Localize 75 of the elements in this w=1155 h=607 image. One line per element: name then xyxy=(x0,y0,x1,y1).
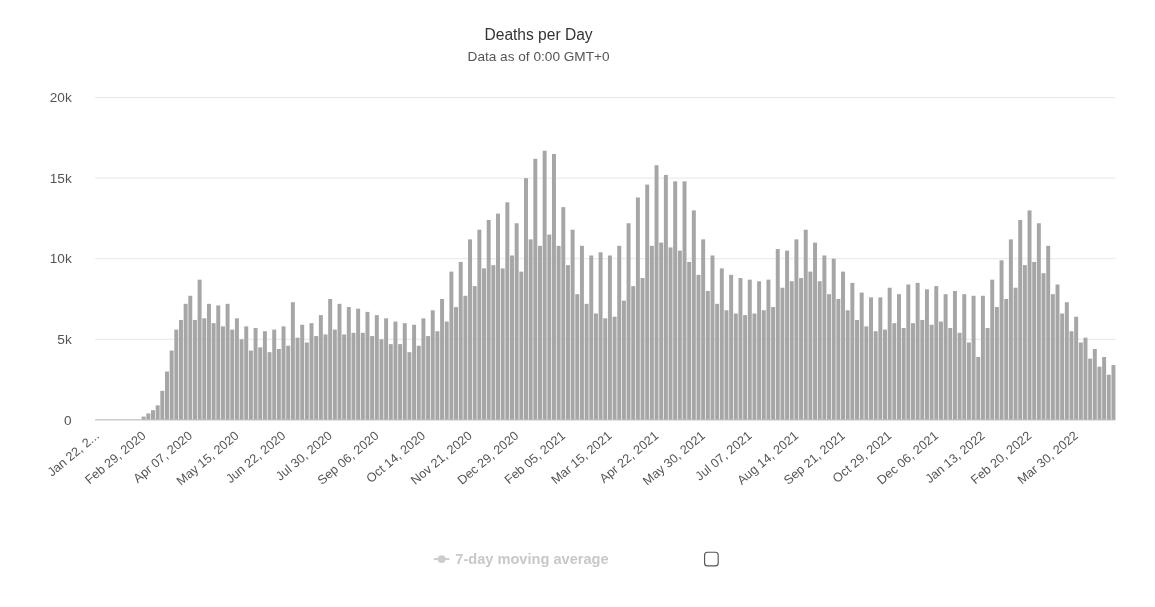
bar xyxy=(990,279,995,420)
bar xyxy=(561,207,566,420)
bar xyxy=(775,249,780,420)
bar xyxy=(906,284,911,420)
bar xyxy=(831,258,836,420)
bar xyxy=(346,307,351,420)
bar xyxy=(328,299,333,420)
bar xyxy=(589,255,594,420)
bar xyxy=(850,282,855,420)
bar xyxy=(188,295,193,420)
bar xyxy=(1092,348,1097,420)
bar xyxy=(626,223,631,420)
y-tick-label: 10k xyxy=(49,251,72,267)
bar xyxy=(458,261,463,420)
bar xyxy=(1111,365,1116,420)
bar xyxy=(654,165,659,420)
bar xyxy=(738,278,743,420)
bar xyxy=(598,252,603,420)
bar xyxy=(374,315,379,420)
bar xyxy=(887,287,892,420)
bar xyxy=(253,328,258,420)
bar xyxy=(514,223,519,420)
chart-subtitle: Data as of 0:00 GMT+0 xyxy=(467,48,610,64)
bar xyxy=(794,239,799,420)
bar xyxy=(999,260,1004,420)
bar xyxy=(402,323,407,420)
bar xyxy=(197,279,202,420)
bar xyxy=(533,158,538,420)
bar xyxy=(430,310,435,420)
bar xyxy=(691,210,696,420)
y-tick-label: 15k xyxy=(49,170,72,186)
bar xyxy=(934,286,939,420)
bar xyxy=(1046,245,1051,420)
bar xyxy=(766,279,771,420)
chart-title: Deaths per Day xyxy=(484,26,593,44)
bar xyxy=(878,297,883,420)
bar xyxy=(803,229,808,420)
bar xyxy=(225,303,230,420)
bar xyxy=(393,321,398,420)
bar xyxy=(477,229,482,420)
bar xyxy=(915,282,920,420)
bar xyxy=(971,295,976,420)
bar xyxy=(216,305,221,420)
bar xyxy=(486,220,491,420)
bar xyxy=(1036,223,1041,420)
bar xyxy=(822,255,827,420)
bar xyxy=(365,311,370,420)
bar xyxy=(421,318,426,420)
bar xyxy=(1083,337,1088,420)
bar xyxy=(505,202,510,420)
bar xyxy=(570,229,575,420)
bar xyxy=(747,279,752,420)
bar xyxy=(645,184,650,420)
bar xyxy=(318,315,323,420)
y-tick-label: 0 xyxy=(64,412,73,428)
bar xyxy=(281,326,286,420)
bar xyxy=(1027,210,1032,420)
bar xyxy=(943,294,948,420)
bar xyxy=(1064,302,1069,420)
bar xyxy=(701,239,706,420)
bar xyxy=(962,294,967,420)
bar xyxy=(542,150,547,420)
bar xyxy=(719,268,724,420)
bar xyxy=(244,326,249,420)
bar xyxy=(859,292,864,420)
bar xyxy=(617,245,622,420)
bar xyxy=(673,181,678,420)
bar xyxy=(300,324,305,420)
y-tick-label: 5k xyxy=(57,332,72,348)
bar xyxy=(1018,220,1023,420)
y-tick-label: 20k xyxy=(49,90,72,106)
bar xyxy=(1074,316,1079,420)
bar xyxy=(146,413,151,420)
bar xyxy=(272,329,277,420)
bar xyxy=(449,271,454,420)
